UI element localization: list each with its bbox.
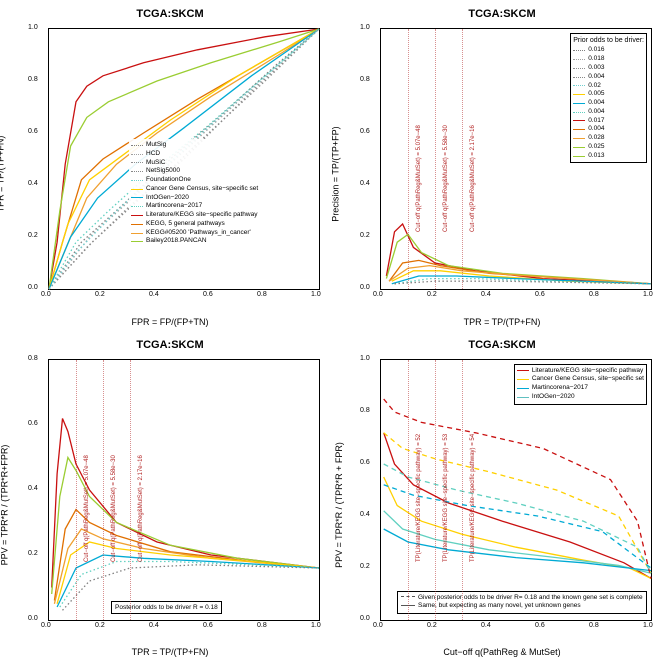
panel-precision: TCGA:SKCM Precision = TP/(TP+FP) Prior o… — [338, 6, 666, 333]
legend-tr: Prior odds to be driver:0.0160.0180.0030… — [570, 33, 647, 163]
legend-br: Literature/KEGG site−specific pathwayCan… — [514, 364, 647, 405]
panel-title: TCGA:SKCM — [6, 339, 334, 351]
panel-ppv-cutoff: TCGA:SKCM PPV = TPR*R / (TPR*R + FPR) Li… — [338, 337, 666, 664]
xlabel: FPR = FP/(FP+TN) — [6, 317, 334, 327]
plot-area-tr: Prior odds to be driver:0.0160.0180.0030… — [380, 28, 652, 290]
plot-area-br: Literature/KEGG site−specific pathwayCan… — [380, 359, 652, 621]
xlabel: TPR = TP/(TP+FN) — [338, 317, 666, 327]
note-posterior: Posterior odds to be driver R = 0.18 — [111, 601, 222, 614]
xlabel: Cut−off q(PathReg & MutSet) — [338, 647, 666, 657]
panel-title: TCGA:SKCM — [338, 339, 666, 351]
panel-title: TCGA:SKCM — [338, 8, 666, 20]
panel-title: TCGA:SKCM — [6, 8, 334, 20]
plot-area-tl: MutSigHCDMuSiCNetSig5000FoundationOneCan… — [48, 28, 320, 290]
ylabel: TPR = TP/(TP+FN) — [0, 136, 5, 213]
panel-ppv-tpr: TCGA:SKCM PPV = TPR*R / (TPR*R+FPR) Post… — [6, 337, 334, 664]
ylabel: Precision = TP/(TP+FP) — [331, 127, 341, 222]
ylabel: PPV = TPR*R / (TPR*R + FPR) — [334, 442, 344, 568]
xlabel: TPR = TP/(TP+FN) — [6, 647, 334, 657]
panel-roc: TCGA:SKCM TPR = TP/(TP+FN) MutSigHCDMuSi… — [6, 6, 334, 333]
ylabel: PPV = TPR*R / (TPR*R+FPR) — [0, 444, 9, 565]
plot-area-bl: Posterior odds to be driver R = 0.18 Cut… — [48, 359, 320, 621]
legend-tl: MutSigHCDMuSiCNetSig5000FoundationOneCan… — [129, 139, 260, 248]
figure-grid: TCGA:SKCM TPR = TP/(TP+FN) MutSigHCDMuSi… — [6, 6, 666, 663]
